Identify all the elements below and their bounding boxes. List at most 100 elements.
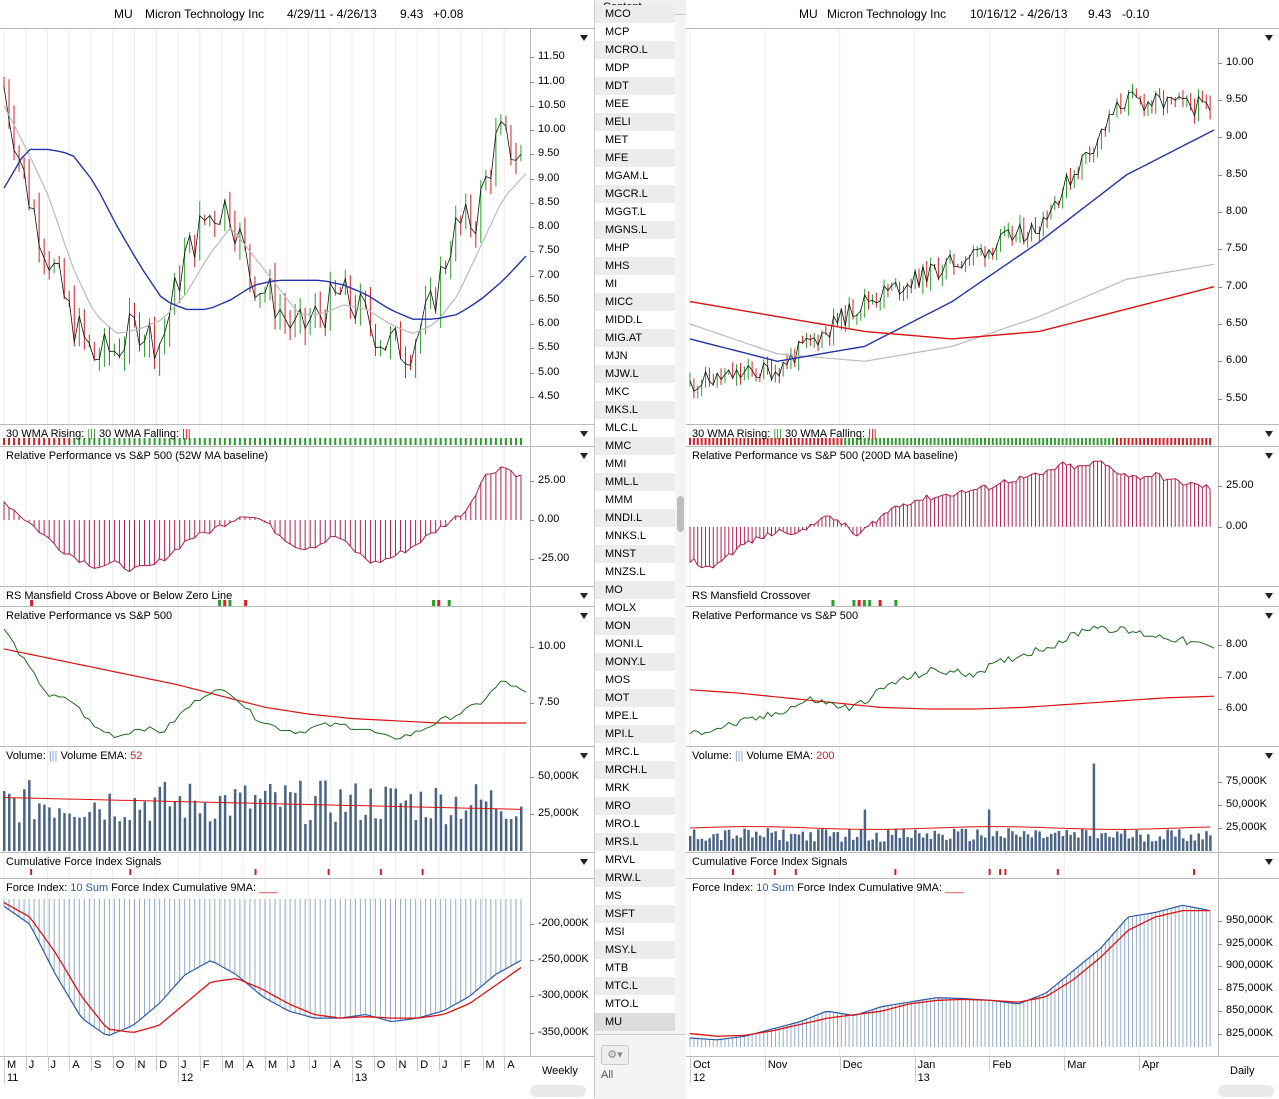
list-item[interactable]: MRCH.L	[595, 761, 675, 779]
list-item[interactable]: MIG.AT	[595, 329, 675, 347]
right-rp1-title-text: Relative Performance vs S&P 500 (200D MA…	[692, 450, 958, 462]
list-item[interactable]: MONY.L	[595, 653, 675, 671]
right-cfi-menu-arrow[interactable]	[1265, 859, 1273, 865]
list-item[interactable]: MI	[595, 275, 675, 293]
list-item[interactable]: MTO.L	[595, 995, 675, 1013]
left-rp1-menu-arrow[interactable]	[580, 453, 588, 459]
list-item[interactable]: MGNS.L	[595, 221, 675, 239]
list-item[interactable]: MDP	[595, 59, 675, 77]
list-item[interactable]: MET	[595, 131, 675, 149]
list-item[interactable]: MSI	[595, 923, 675, 941]
list-item[interactable]: MRVL	[595, 851, 675, 869]
list-item[interactable]: MRO.L	[595, 815, 675, 833]
volume-bar	[123, 817, 126, 851]
left-price-tick-mark	[530, 324, 534, 325]
volume-bar	[223, 795, 227, 851]
volume-bar	[1092, 763, 1096, 851]
list-item[interactable]: MPI.L	[595, 725, 675, 743]
wma-marker	[489, 438, 492, 445]
left-rp2-tick-mark	[530, 702, 534, 704]
list-item[interactable]: MELI	[595, 113, 675, 131]
list-item[interactable]: MGAM.L	[595, 167, 675, 185]
right-volume-title: Volume: ||| Volume EMA: 200	[692, 750, 835, 762]
list-item[interactable]: MTB	[595, 959, 675, 977]
list-item[interactable]: MMC	[595, 437, 675, 455]
list-item[interactable]: MCO	[595, 5, 675, 23]
list-item[interactable]: MMM	[595, 491, 675, 509]
volume-bar	[1030, 837, 1034, 851]
left-wma-menu-arrow[interactable]	[580, 431, 588, 437]
list-item[interactable]: MKC	[595, 383, 675, 401]
left-rp2-menu-arrow[interactable]	[580, 613, 588, 619]
ma-gray-line	[689, 263, 1215, 362]
list-item[interactable]: MSFT	[595, 905, 675, 923]
list-item[interactable]: MCP	[595, 23, 675, 41]
left-horizontal-scrollbar[interactable]	[530, 1085, 586, 1097]
left-period-button[interactable]: Weekly	[542, 1065, 578, 1077]
list-item[interactable]: MON	[595, 617, 675, 635]
right-fi-tick-mark	[1218, 966, 1222, 968]
list-item[interactable]: MML.L	[595, 473, 675, 491]
list-item[interactable]: MOS	[595, 671, 675, 689]
list-item[interactable]: MNKS.L	[595, 527, 675, 545]
wma-marker	[832, 438, 835, 445]
list-item[interactable]: MRW.L	[595, 869, 675, 887]
list-scrollbar[interactable]	[677, 496, 684, 532]
list-item[interactable]: MOLX	[595, 599, 675, 617]
gear-icon[interactable]: ⚙▾	[601, 1045, 629, 1065]
left-month-tick	[91, 1057, 92, 1071]
list-item[interactable]: MRC.L	[595, 743, 675, 761]
list-item[interactable]: MRO	[595, 797, 675, 815]
list-item[interactable]: MGCR.L	[595, 185, 675, 203]
right-rp1-menu-arrow[interactable]	[1265, 453, 1273, 459]
wma-marker	[727, 438, 730, 445]
list-item[interactable]: MS	[595, 887, 675, 905]
wma-marker	[218, 438, 221, 445]
list-item[interactable]: MOT	[595, 689, 675, 707]
right-price-menu-arrow[interactable]	[1265, 35, 1273, 41]
list-item[interactable]: MMI	[595, 455, 675, 473]
volume-bar	[33, 819, 36, 851]
cfi-signal-marker	[1056, 869, 1059, 875]
list-item-selected[interactable]: MU	[595, 1013, 675, 1031]
list-item[interactable]: MJW.L	[595, 365, 675, 383]
left-cfi-menu-arrow[interactable]	[580, 859, 588, 865]
left-vol-menu-arrow[interactable]	[580, 753, 588, 759]
list-item[interactable]: MNZS.L	[595, 563, 675, 581]
list-item[interactable]: MSY.L	[595, 941, 675, 959]
list-item[interactable]: MHS	[595, 257, 675, 275]
list-item[interactable]: MRS.L	[595, 833, 675, 851]
volume-bar	[233, 789, 237, 851]
all-filter-button[interactable]: All	[601, 1069, 614, 1081]
left-vol-tick-label: 25,000K	[538, 806, 579, 819]
list-item[interactable]: MLC.L	[595, 419, 675, 437]
right-period-button[interactable]: Daily	[1230, 1065, 1255, 1077]
right-vol-menu-arrow[interactable]	[1265, 753, 1273, 759]
list-item[interactable]: MTC.L	[595, 977, 675, 995]
list-item[interactable]: MIDD.L	[595, 311, 675, 329]
list-item[interactable]: MRK	[595, 779, 675, 797]
list-item[interactable]: MNDI.L	[595, 509, 675, 527]
right-rp2-menu-arrow[interactable]	[1265, 613, 1273, 619]
list-item[interactable]: MFE	[595, 149, 675, 167]
volume-bar	[995, 831, 999, 851]
list-item[interactable]: MPE.L	[595, 707, 675, 725]
right-mans-menu-arrow[interactable]	[1265, 593, 1273, 599]
right-wma-menu-arrow[interactable]	[1265, 431, 1273, 437]
list-item[interactable]: MONI.L	[595, 635, 675, 653]
left-price-menu-arrow[interactable]	[580, 35, 588, 41]
list-item[interactable]: MKS.L	[595, 401, 675, 419]
wma-marker	[689, 438, 691, 445]
list-item[interactable]: MJN	[595, 347, 675, 365]
list-item[interactable]: MNST	[595, 545, 675, 563]
left-mans-menu-arrow[interactable]	[580, 593, 588, 599]
list-item[interactable]: MICC	[595, 293, 675, 311]
wma-marker	[1174, 438, 1177, 445]
list-item[interactable]: MO	[595, 581, 675, 599]
list-item[interactable]: MHP	[595, 239, 675, 257]
list-item[interactable]: MGGT.L	[595, 203, 675, 221]
list-item[interactable]: MEE	[595, 95, 675, 113]
list-item[interactable]: MCRO.L	[595, 41, 675, 59]
list-item[interactable]: MDT	[595, 77, 675, 95]
right-horizontal-scrollbar[interactable]	[1218, 1085, 1274, 1097]
